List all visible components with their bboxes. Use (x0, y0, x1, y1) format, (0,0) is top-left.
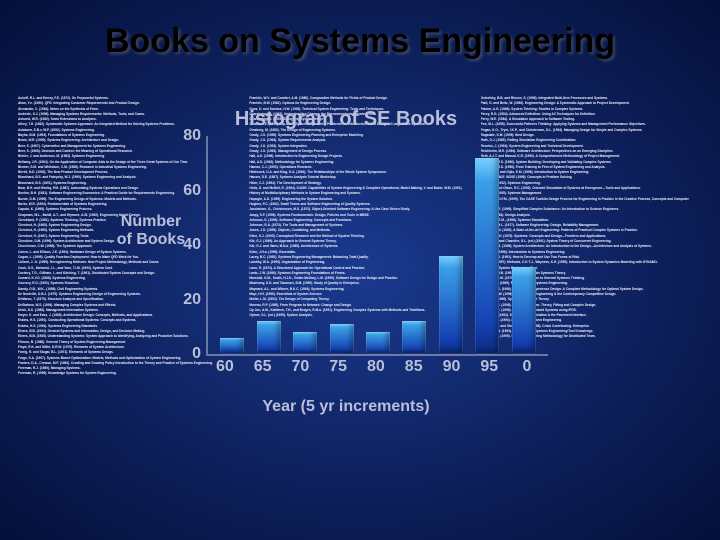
xtick: 0 (513, 358, 541, 376)
ytick: 0 (175, 345, 201, 363)
bar (366, 332, 390, 354)
chart-bars (208, 136, 548, 354)
bar (293, 332, 317, 354)
bar (330, 324, 354, 354)
xtick: 75 (324, 358, 352, 376)
chart-yticks: 020406080 (181, 136, 201, 354)
xtick: 95 (475, 358, 503, 376)
ytick: 40 (175, 236, 201, 254)
xtick: 80 (362, 358, 390, 376)
chart-plot-area (206, 136, 548, 356)
bar (439, 256, 463, 354)
histogram-chart: Histogram of SE Books Numberof Books 020… (126, 108, 566, 408)
chart-xticks: 60 65 70 75 80 85 90 95 0 (206, 358, 546, 376)
bar (512, 267, 536, 354)
xtick: 90 (437, 358, 465, 376)
bar (257, 321, 281, 354)
ytick: 20 (175, 291, 201, 309)
xtick: 60 (211, 358, 239, 376)
ytick: 60 (175, 182, 201, 200)
xtick: 70 (286, 358, 314, 376)
ytick: 80 (175, 127, 201, 145)
chart-xlabel: Year (5 yr increments) (126, 398, 566, 416)
bar (402, 321, 426, 354)
xtick: 65 (249, 358, 277, 376)
bar (475, 158, 499, 354)
slide-title: Books on Systems Engineering (0, 22, 720, 61)
xtick: 85 (400, 358, 428, 376)
bar (220, 338, 244, 354)
